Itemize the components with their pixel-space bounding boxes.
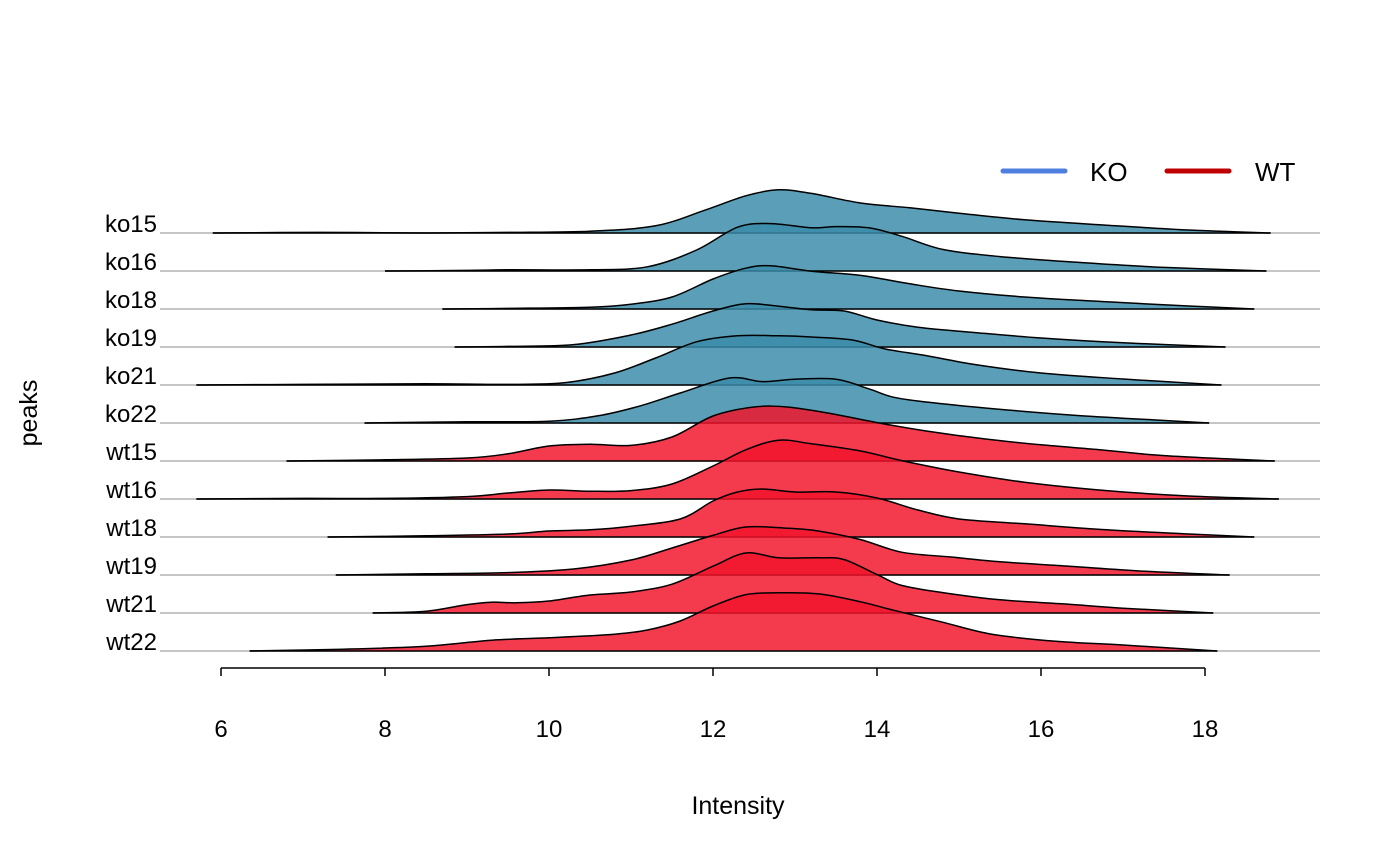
x-tick-label-18: 18 xyxy=(1192,716,1219,743)
x-tick-label-8: 8 xyxy=(378,716,391,743)
ridge-fill-ko18 xyxy=(442,265,1255,309)
x-tick-label-16: 16 xyxy=(1028,716,1055,743)
ridge-line-wt22 xyxy=(249,591,1218,652)
ridge-fill-wt18 xyxy=(327,489,1255,537)
row-label-ko22: ko22 xyxy=(105,401,157,428)
ridge-line-ko22 xyxy=(364,376,1210,424)
ridge-line-ko21 xyxy=(196,334,1222,386)
row-label-ko21: ko21 xyxy=(105,363,157,390)
row-label-wt21: wt21 xyxy=(105,591,157,618)
ridge-fill-wt22 xyxy=(249,592,1218,651)
ridge-line-ko18 xyxy=(442,264,1255,310)
row-label-wt18: wt18 xyxy=(105,515,157,542)
x-tick-label-12: 12 xyxy=(700,716,727,743)
ridge-fill-wt16 xyxy=(196,439,1279,499)
ridge-fill-wt15 xyxy=(286,406,1275,461)
row-labels: ko15 ko16 ko18 ko19 ko21 ko22 wt15 wt16 wt18 wt19… xyxy=(105,211,157,656)
density-ridges xyxy=(196,188,1279,652)
row-label-wt19: wt19 xyxy=(105,553,157,580)
ridge-fill-ko21 xyxy=(196,335,1222,385)
row-label-wt15: wt15 xyxy=(105,439,157,466)
ridge-line-wt21 xyxy=(372,552,1214,614)
y-axis-title: peaks xyxy=(15,380,43,447)
ridge-fill-ko16 xyxy=(385,223,1267,271)
row-label-wt16: wt16 xyxy=(105,477,157,504)
ridge-fill-wt21 xyxy=(372,552,1214,613)
row-label-ko16: ko16 xyxy=(105,249,157,276)
ridge-line-wt19 xyxy=(335,525,1230,576)
x-axis: 6 8 10 12 14 16 18 xyxy=(214,667,1219,743)
ridge-fill-ko19 xyxy=(454,303,1226,347)
ridge-line-ko16 xyxy=(384,222,1267,272)
x-tick-label-6: 6 xyxy=(214,716,227,743)
legend-label-wt: WT xyxy=(1255,157,1296,187)
legend: KO WT xyxy=(1000,157,1296,187)
row-label-ko18: ko18 xyxy=(105,287,157,314)
ridge-line-ko19 xyxy=(454,302,1226,348)
x-tick-label-14: 14 xyxy=(864,716,891,743)
ridge-fill-ko15 xyxy=(212,189,1271,233)
legend-label-ko: KO xyxy=(1090,157,1128,187)
x-axis-title: Intensity xyxy=(691,792,785,820)
ridge-line-wt18 xyxy=(327,488,1255,538)
ridge-fill-ko22 xyxy=(364,377,1210,423)
row-label-ko15: ko15 xyxy=(105,211,157,238)
ridge-line-wt15 xyxy=(286,405,1275,462)
row-label-wt22: wt22 xyxy=(105,629,157,656)
row-label-ko19: ko19 xyxy=(105,325,157,352)
x-tick-label-10: 10 xyxy=(536,716,563,743)
ridge-line-wt16 xyxy=(196,439,1279,500)
